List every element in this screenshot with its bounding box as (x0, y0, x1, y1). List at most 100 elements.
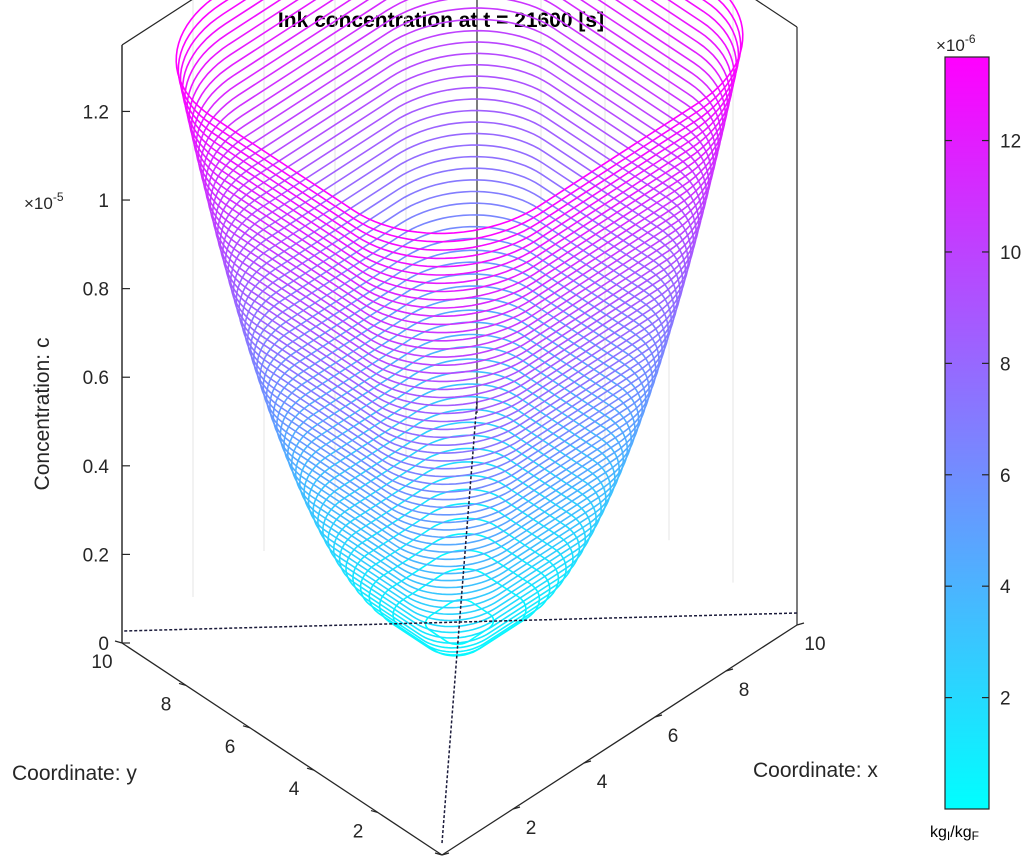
x-tick (441, 852, 450, 856)
contour-line (235, 144, 684, 439)
y-tick-label: 10 (91, 652, 112, 673)
x-tick-label: 6 (668, 726, 679, 747)
contour-line (252, 214, 667, 486)
contour-line (265, 261, 654, 516)
colorbar-unit: kgI/kgF (930, 824, 979, 843)
contour-line (256, 225, 663, 493)
y-axis-label: Coordinate: y (12, 762, 137, 785)
contour-line (283, 321, 636, 553)
y-tick (370, 810, 379, 814)
contour-line (188, 0, 731, 285)
contour-surface (121, 0, 798, 844)
x-tick (512, 806, 521, 810)
x-axis (441, 624, 798, 856)
y-axis (121, 642, 443, 856)
contour-line (183, 0, 736, 268)
z-axis-label: Concentration: c (31, 338, 54, 491)
contour-line (206, 18, 713, 350)
contour-line (211, 41, 708, 367)
x-tick (725, 668, 734, 672)
z-tick-label: 0 (98, 634, 109, 655)
contour-line (227, 109, 692, 415)
colorbar-ticks: 2 4 6 8 10 12 (945, 132, 1021, 710)
contour-line (204, 7, 715, 342)
contour-line (195, 0, 724, 309)
contour-line (290, 345, 629, 568)
colorbar-tick-label: 10 (1000, 243, 1021, 264)
contour-line (186, 0, 733, 276)
contour-line (269, 273, 650, 524)
contour-line (275, 297, 644, 539)
contour-line (294, 358, 625, 575)
y-tick (434, 852, 443, 856)
contour-line (197, 0, 722, 318)
y-tick-label: 6 (225, 737, 236, 758)
contour-line (192, 0, 727, 301)
contour-line (262, 249, 657, 509)
y-tick-label: 4 (289, 779, 300, 800)
contour-line (232, 132, 687, 431)
contour-line (219, 75, 700, 391)
z-exponent: ×10-5 (24, 190, 64, 213)
contour-line (214, 52, 705, 375)
contour-line (224, 98, 695, 407)
axes-box (121, 0, 798, 643)
contour-line (209, 29, 710, 358)
contour-line (202, 0, 717, 334)
contour-line (177, 0, 742, 243)
z-tick-label: 0.6 (83, 368, 109, 389)
y-tick (114, 640, 123, 644)
contour-line (243, 179, 676, 462)
contour-line (317, 421, 602, 609)
contour-line (221, 86, 698, 399)
y-tick (178, 682, 187, 686)
colorbar-tick-label: 12 (1000, 132, 1021, 153)
contour-line (279, 309, 640, 546)
colorbar-exponent: ×10-6 (936, 32, 976, 55)
colorbar-tick-label: 6 (1000, 466, 1011, 487)
box-edge (121, 0, 193, 46)
contour-line (345, 488, 574, 639)
contour-line (229, 121, 690, 423)
x-tick (583, 760, 592, 764)
contour-line (238, 155, 681, 447)
z-tick-label: 0.2 (83, 545, 109, 566)
contour-line (216, 64, 703, 383)
y-tick (306, 767, 315, 771)
diagonal-line (121, 612, 798, 632)
contour-line (298, 370, 621, 582)
x-tick (654, 714, 663, 718)
contour-line (303, 383, 616, 589)
colorbar: 2 4 6 8 10 12 ×10-6 kgI/kgF (930, 32, 1021, 843)
x-tick-label: 4 (597, 772, 608, 793)
contour-line (307, 395, 612, 596)
contour-line (179, 0, 740, 251)
contour-line (241, 167, 678, 454)
axes: 0246810024681000.20.40.60.811.2 (83, 45, 826, 856)
colorbar-fill (944, 56, 990, 810)
z-tick-label: 0.4 (83, 457, 110, 478)
x-tick (796, 622, 805, 626)
contour-line (249, 202, 670, 478)
x-tick-label: 10 (804, 634, 825, 655)
colorbar-tick-label: 8 (1000, 354, 1011, 375)
y-tick-label: 2 (353, 822, 364, 843)
contour-line (246, 190, 673, 470)
contour-line (199, 0, 720, 326)
contour-line (286, 333, 633, 561)
contour-line (312, 408, 607, 602)
colorbar-tick-label: 2 (1000, 689, 1011, 710)
x-axis-label: Coordinate: x (753, 759, 878, 782)
y-tick-label: 8 (161, 694, 172, 715)
x-tick-label: 2 (526, 818, 537, 839)
contour-line (181, 0, 738, 260)
contour-line (368, 532, 551, 653)
z-tick-label: 0.8 (83, 280, 109, 301)
contour-line (175, 0, 744, 235)
contour-line (272, 285, 647, 531)
y-tick (242, 725, 251, 729)
x-tick-label: 8 (739, 680, 750, 701)
z-tick-label: 1.2 (83, 102, 109, 123)
contour-line (190, 0, 729, 293)
